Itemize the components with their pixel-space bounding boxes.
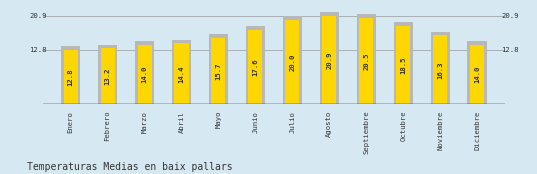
- Text: 14.4: 14.4: [178, 65, 185, 83]
- Text: 15.7: 15.7: [215, 62, 221, 80]
- Bar: [175, 43, 188, 104]
- Bar: [137, 45, 151, 104]
- Text: 20.0: 20.0: [289, 53, 295, 71]
- Bar: [98, 45, 117, 104]
- Text: 12.8: 12.8: [68, 69, 74, 86]
- Bar: [172, 39, 191, 104]
- Bar: [246, 26, 265, 104]
- Text: Temperaturas Medias en baix pallars: Temperaturas Medias en baix pallars: [27, 162, 233, 172]
- Bar: [100, 48, 114, 104]
- Bar: [433, 35, 447, 104]
- Text: 17.6: 17.6: [252, 58, 258, 76]
- Bar: [394, 22, 413, 104]
- Text: 12.8: 12.8: [501, 47, 519, 53]
- Bar: [212, 38, 226, 104]
- Bar: [359, 18, 373, 104]
- Bar: [468, 41, 487, 104]
- Text: 12.8: 12.8: [29, 47, 47, 53]
- Bar: [283, 16, 302, 104]
- Bar: [320, 12, 339, 104]
- Text: 20.9: 20.9: [29, 13, 47, 19]
- Text: 16.3: 16.3: [437, 61, 443, 79]
- Bar: [431, 31, 449, 104]
- Text: 14.0: 14.0: [142, 66, 148, 84]
- Bar: [209, 34, 228, 104]
- Bar: [322, 16, 336, 104]
- Text: 13.2: 13.2: [105, 68, 111, 85]
- Bar: [135, 41, 154, 104]
- Text: 20.9: 20.9: [501, 13, 519, 19]
- Bar: [396, 26, 410, 104]
- Bar: [61, 46, 80, 104]
- Bar: [285, 20, 299, 104]
- Bar: [357, 14, 376, 104]
- Text: 20.9: 20.9: [326, 51, 332, 69]
- Bar: [64, 50, 78, 104]
- Text: 20.5: 20.5: [363, 52, 369, 70]
- Bar: [470, 45, 484, 104]
- Text: 14.0: 14.0: [474, 66, 480, 84]
- Bar: [249, 30, 263, 104]
- Text: 18.5: 18.5: [400, 56, 406, 74]
